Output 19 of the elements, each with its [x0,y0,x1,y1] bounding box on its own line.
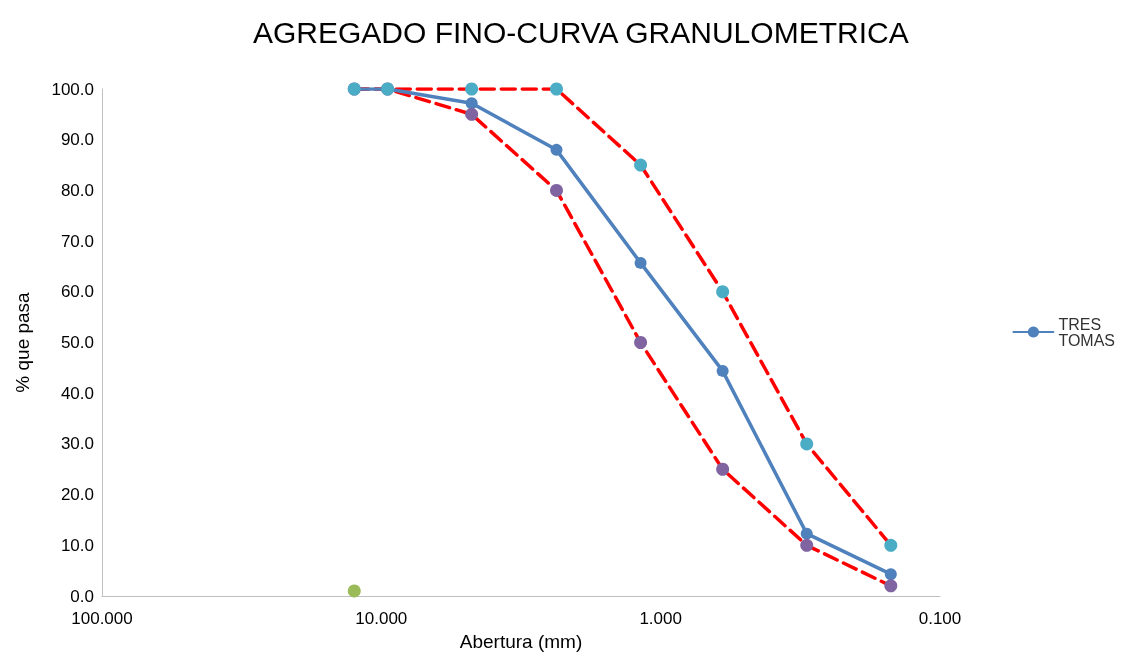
y-tick-label: 100.0 [51,79,94,99]
x-tick-label: 100.000 [71,609,133,628]
y-tick-label: 70.0 [60,231,94,251]
y-tick-label: 90.0 [60,130,94,150]
y-tick-label: 30.0 [60,434,94,454]
x-tick-label: 10.000 [355,609,408,628]
y-tick-label: 60.0 [60,282,94,302]
y-tick-label: 0.0 [70,586,94,606]
y-tick-label: 80.0 [60,180,94,200]
x-axis-title: Abertura (mm) [459,630,583,652]
y-tick-label: 10.0 [60,535,94,555]
y-tick-label: 40.0 [60,383,94,403]
y-axis-title: % que pasa [12,291,33,393]
x-tick-label: 1.000 [639,609,682,628]
legend-label: TRES TOMAS [1058,315,1116,349]
y-tick-label: 20.0 [60,485,94,505]
x-tick-label: 0.100 [918,609,962,628]
chart-title: AGREGADO FINO-CURVA GRANULOMETRICA [253,15,909,49]
y-tick-label: 50.0 [60,333,94,352]
